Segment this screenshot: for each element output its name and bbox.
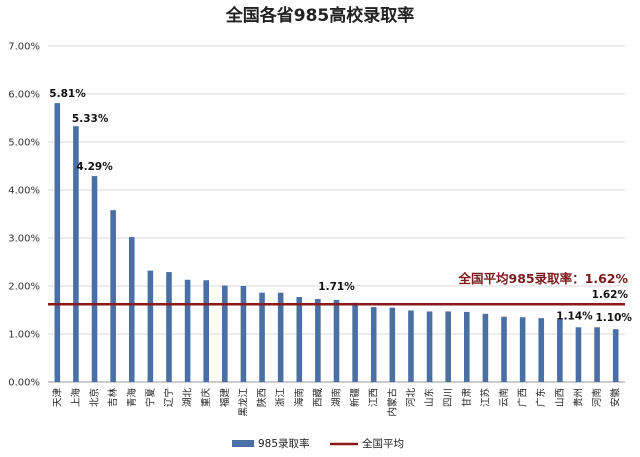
x-tick-label: 江西 bbox=[369, 388, 380, 407]
x-tick-label: 河北 bbox=[405, 388, 417, 408]
bar bbox=[315, 298, 321, 382]
bar bbox=[73, 126, 79, 382]
bar bbox=[370, 307, 377, 382]
bar bbox=[501, 316, 507, 382]
chart-title: 全国各省985高校录取率 bbox=[225, 5, 415, 26]
x-tick-label: 山东 bbox=[424, 388, 436, 407]
data-label: 1.71% bbox=[318, 281, 355, 293]
x-tick-label: 浙江 bbox=[275, 388, 287, 408]
bar bbox=[575, 327, 582, 382]
bar bbox=[184, 279, 191, 382]
bar bbox=[482, 313, 489, 382]
legend-label-bar: 985录取率 bbox=[258, 437, 310, 450]
x-tick-label: 吉林 bbox=[107, 388, 119, 408]
bar bbox=[538, 318, 545, 382]
x-tick-label: 北京 bbox=[89, 388, 101, 407]
bar bbox=[203, 280, 210, 382]
y-tick-label: 5.00% bbox=[8, 138, 40, 149]
bar bbox=[128, 237, 135, 382]
bar bbox=[277, 292, 284, 382]
x-tick-label: 湖北 bbox=[183, 388, 194, 408]
x-tick-label: 青海 bbox=[126, 388, 138, 408]
x-tick-label: 广西 bbox=[517, 388, 529, 407]
x-tick-label: 四川 bbox=[443, 388, 454, 407]
bar bbox=[54, 103, 61, 383]
bar bbox=[333, 299, 340, 382]
bars bbox=[54, 103, 619, 383]
bar bbox=[557, 319, 563, 382]
bar bbox=[463, 311, 470, 382]
bar bbox=[352, 302, 358, 382]
x-tick-label: 云南 bbox=[498, 388, 510, 407]
y-tick-label: 6.00% bbox=[8, 90, 40, 101]
bar bbox=[519, 317, 526, 382]
x-tick-label: 西藏 bbox=[312, 388, 324, 408]
bar bbox=[408, 310, 414, 382]
x-tick-label: 内蒙古 bbox=[386, 388, 398, 417]
x-tick-label: 新疆 bbox=[349, 388, 361, 408]
bar bbox=[445, 311, 451, 382]
grid bbox=[48, 45, 625, 383]
x-tick-label: 安徽 bbox=[610, 388, 622, 408]
data-label: 1.14% bbox=[556, 310, 593, 322]
x-axis: 天津 上海 北京 吉林 青海 宁夏 辽宁 湖北 重庆 福建 黑龙江 陕西 浙江 海南 西藏 湖南 新疆 江西 内蒙古… bbox=[52, 388, 621, 417]
average-line-group: 全国平均985录取率：1.62% 1.62% bbox=[48, 271, 629, 306]
x-tick-label: 海南 bbox=[293, 388, 305, 407]
bar bbox=[240, 286, 247, 382]
bar bbox=[296, 297, 303, 382]
y-tick-label: 1.00% bbox=[8, 330, 40, 341]
bar bbox=[594, 327, 600, 382]
x-tick-label: 黑龙江 bbox=[237, 388, 249, 417]
x-tick-label: 广东 bbox=[535, 388, 547, 407]
x-tick-label: 河南 bbox=[591, 388, 603, 407]
x-tick-label: 天津 bbox=[52, 388, 63, 408]
legend-swatch-bar bbox=[232, 440, 254, 447]
y-tick-label: 4.00% bbox=[8, 186, 40, 197]
x-tick-label: 宁夏 bbox=[144, 388, 156, 408]
x-tick-label: 重庆 bbox=[200, 388, 212, 408]
y-axis: 0.00% 1.00% 2.00% 3.00% 4.00% 5.00% 6.00% 7.00% bbox=[8, 42, 40, 389]
x-tick-label: 福建 bbox=[219, 388, 231, 408]
x-tick-label: 陕西 bbox=[256, 388, 268, 407]
average-value-label: 1.62% bbox=[592, 289, 629, 301]
x-tick-label: 江苏 bbox=[479, 388, 491, 408]
data-labels: 5.81% 5.33% 4.29% 1.71% 1.14% 1.10% bbox=[49, 88, 632, 324]
bar bbox=[166, 272, 172, 382]
data-label: 5.33% bbox=[72, 113, 109, 125]
x-tick-label: 贵州 bbox=[572, 388, 584, 407]
bar bbox=[222, 285, 228, 382]
y-tick-label: 7.00% bbox=[8, 42, 40, 53]
x-tick-label: 辽宁 bbox=[163, 388, 175, 407]
data-label: 5.81% bbox=[49, 88, 86, 100]
legend: 985录取率 全国平均 bbox=[232, 437, 404, 450]
bar bbox=[389, 307, 396, 382]
data-label: 1.10% bbox=[595, 312, 632, 324]
x-tick-label: 山西 bbox=[555, 388, 566, 407]
data-label: 4.29% bbox=[76, 161, 113, 173]
y-tick-label: 3.00% bbox=[8, 234, 40, 245]
x-tick-label: 湖南 bbox=[331, 388, 343, 407]
y-tick-label: 0.00% bbox=[8, 378, 40, 389]
bar bbox=[91, 176, 98, 382]
y-tick-label: 2.00% bbox=[8, 282, 40, 293]
bar bbox=[259, 292, 265, 382]
x-tick-label: 上海 bbox=[70, 388, 82, 408]
bar bbox=[110, 210, 116, 382]
bar bbox=[426, 311, 433, 382]
x-tick-label: 甘肃 bbox=[461, 388, 473, 407]
legend-label-average: 全国平均 bbox=[362, 437, 404, 450]
bar bbox=[612, 329, 619, 382]
average-annotation: 全国平均985录取率：1.62% bbox=[458, 271, 629, 286]
bar bbox=[147, 270, 154, 382]
